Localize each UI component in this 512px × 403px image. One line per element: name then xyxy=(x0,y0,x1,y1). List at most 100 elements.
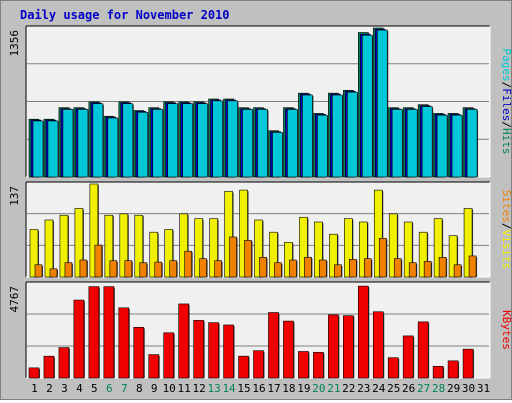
bar-pages-day-16 xyxy=(257,109,268,178)
bar-pages-day-28 xyxy=(436,114,448,178)
bar-kbytes-day-15 xyxy=(238,355,249,379)
bar-kbytes-day-5 xyxy=(88,286,100,379)
bar-pages-day-12 xyxy=(197,103,208,178)
bar-visits-day-3 xyxy=(59,214,69,278)
y-max-label-hits: 1356 xyxy=(8,30,21,57)
bar-visits-day-15 xyxy=(239,189,248,278)
x-tick-label-day-5: 5 xyxy=(91,382,98,395)
bar-kbytes-day-27 xyxy=(417,321,429,379)
legend-separator: / xyxy=(500,121,511,128)
bar-sites-day-18 xyxy=(289,259,297,278)
legend-separator: / xyxy=(500,223,511,230)
bar-pages-day-6 xyxy=(107,117,119,178)
x-tick-label-day-12: 12 xyxy=(193,382,206,395)
bar-pages-day-13 xyxy=(212,100,223,178)
bar-sites-day-28 xyxy=(438,257,447,278)
bar-sites-day-5 xyxy=(94,244,103,278)
bar-kbytes-day-29 xyxy=(447,360,459,379)
bar-pages-day-30 xyxy=(466,109,478,178)
bar-sites-day-21 xyxy=(334,264,342,278)
bar-kbytes-day-23 xyxy=(357,285,369,379)
bar-sites-day-24 xyxy=(378,238,387,278)
bar-sites-day-3 xyxy=(64,262,73,278)
bar-pages-day-11 xyxy=(182,103,193,178)
bar-pages-day-9 xyxy=(152,109,164,178)
x-tick-label-day-24: 24 xyxy=(372,382,386,395)
bar-sites-day-1 xyxy=(34,264,43,278)
bar-pages-day-20 xyxy=(317,114,328,178)
x-tick-label-day-10: 10 xyxy=(163,382,176,395)
bar-pages-day-7 xyxy=(122,103,134,178)
bar-sites-day-30 xyxy=(468,255,477,278)
bar-kbytes-day-26 xyxy=(402,335,414,379)
bar-sites-day-8 xyxy=(139,262,148,278)
x-tick-label-day-30: 30 xyxy=(462,382,475,395)
x-tick-label-day-25: 25 xyxy=(387,382,400,395)
bar-kbytes-day-7 xyxy=(118,307,130,379)
bar-visits-day-4 xyxy=(74,208,84,278)
bar-sites-day-2 xyxy=(49,268,58,278)
bar-pages-day-2 xyxy=(47,120,59,178)
x-tick-label-day-11: 11 xyxy=(178,382,191,395)
bar-sites-day-25 xyxy=(393,258,402,278)
bar-sites-day-4 xyxy=(79,259,88,278)
bar-kbytes-day-9 xyxy=(148,354,160,379)
x-tick-label-day-8: 8 xyxy=(136,382,143,395)
bar-sites-day-26 xyxy=(408,262,417,278)
bar-visits-day-11 xyxy=(179,213,188,278)
bar-visits-day-21 xyxy=(329,233,338,278)
bar-kbytes-day-19 xyxy=(298,351,309,379)
bar-sites-day-6 xyxy=(109,260,118,278)
x-tick-label-day-15: 15 xyxy=(237,382,250,395)
bar-visits-day-6 xyxy=(104,214,114,278)
x-tick-label-day-19: 19 xyxy=(297,382,310,395)
bar-visits-day-22 xyxy=(344,218,353,278)
x-tick-label-day-3: 3 xyxy=(61,382,68,395)
x-tick-label-day-4: 4 xyxy=(76,382,83,395)
legend-sites: Sites xyxy=(500,190,511,223)
x-tick-label-day-2: 2 xyxy=(46,382,53,395)
bar-visits-day-20 xyxy=(314,221,323,278)
legend-files: Files xyxy=(500,88,511,121)
bar-visits-day-26 xyxy=(403,221,413,278)
bar-pages-day-4 xyxy=(77,109,89,178)
bar-visits-day-1 xyxy=(29,229,39,278)
bar-sites-day-10 xyxy=(169,260,178,278)
bar-visits-day-10 xyxy=(164,229,174,278)
x-tick-label-day-28: 28 xyxy=(432,382,445,395)
bar-sites-day-27 xyxy=(423,261,432,278)
x-tick-label-day-14: 14 xyxy=(222,382,236,395)
bar-sites-day-29 xyxy=(453,264,462,278)
bar-pages-day-25 xyxy=(391,109,403,178)
x-tick-label-day-17: 17 xyxy=(267,382,280,395)
bar-sites-day-9 xyxy=(154,261,163,278)
bar-pages-day-3 xyxy=(62,109,74,178)
bar-sites-day-15 xyxy=(244,240,252,278)
bar-sites-day-23 xyxy=(363,258,372,278)
x-tick-label-day-21: 21 xyxy=(327,382,340,395)
bar-kbytes-day-13 xyxy=(208,322,219,379)
bar-visits-day-17 xyxy=(269,231,278,278)
bar-pages-day-21 xyxy=(332,94,343,178)
legend-pages: Pages xyxy=(500,49,511,82)
bar-sites-day-7 xyxy=(124,260,133,278)
y-max-label-visits: 137 xyxy=(8,186,21,206)
bar-kbytes-day-28 xyxy=(432,366,444,379)
bar-kbytes-day-14 xyxy=(223,324,234,379)
x-tick-label-day-13: 13 xyxy=(207,382,220,395)
bar-visits-day-12 xyxy=(194,218,203,278)
legend-visits: Visits xyxy=(500,230,511,270)
bar-pages-day-24 xyxy=(376,29,388,178)
bar-visits-day-13 xyxy=(209,218,218,278)
bar-pages-day-15 xyxy=(242,109,253,178)
bar-visits-day-18 xyxy=(284,242,293,278)
bar-visits-day-27 xyxy=(418,231,428,278)
bar-sites-day-20 xyxy=(319,259,327,278)
bar-kbytes-day-25 xyxy=(387,357,399,379)
bar-pages-day-26 xyxy=(406,109,418,178)
bar-kbytes-day-11 xyxy=(178,303,189,379)
bar-sites-day-22 xyxy=(349,259,357,278)
bar-visits-day-14 xyxy=(224,191,233,278)
bar-visits-day-30 xyxy=(463,208,473,278)
